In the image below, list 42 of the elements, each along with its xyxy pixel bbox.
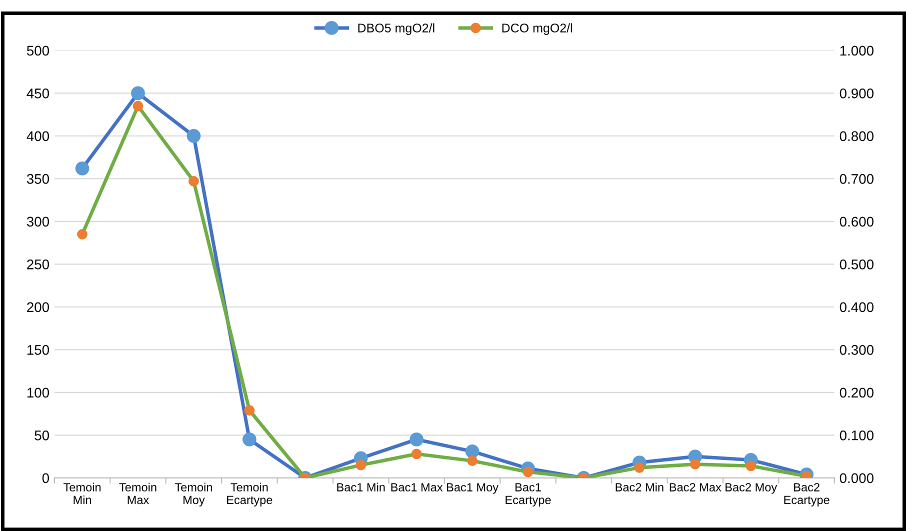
- x-tick-label: Bac2 Min: [616, 482, 664, 492]
- y2-tick-label: 0.500: [840, 260, 874, 270]
- y2-tick-label: 0.100: [840, 430, 874, 440]
- x-tick-label: Bac1 Ecartype: [506, 483, 551, 506]
- y-tick-label: 300: [26, 216, 50, 227]
- y-tick-label: 200: [27, 302, 50, 312]
- y-tick-label: 100: [27, 388, 50, 398]
- point: [465, 444, 480, 458]
- x-tick-label: Temoin Ecartype: [227, 482, 272, 506]
- x-tick-label: Bac2 Max: [670, 483, 722, 492]
- y2-tick-label: 0.600: [840, 216, 874, 227]
- point: [242, 432, 256, 446]
- point: [75, 161, 90, 176]
- x-tick-label: Bac1 Min: [337, 482, 385, 492]
- y2-tick-label: 0.300: [840, 345, 874, 355]
- x-tick-label: Temoin Min: [64, 482, 101, 504]
- y-tick-label: 350: [26, 174, 50, 184]
- y2-tick-label: 0.000: [840, 473, 874, 484]
- y-tick-label: 450: [26, 88, 50, 98]
- y2-tick-label: 0.400: [840, 302, 874, 312]
- y2-tick-label: 1.000: [840, 46, 874, 56]
- y-tick-label: 500: [26, 46, 50, 56]
- x-tick-label: Temoin Max: [119, 482, 156, 504]
- y2-tick-label: 0.900: [840, 88, 874, 98]
- y-tick-label: 0: [42, 473, 50, 484]
- y-tick-label: 50: [34, 430, 50, 440]
- x-tick-label: Bac2 Moy: [726, 483, 778, 494]
- y2-tick-label: 0.700: [840, 174, 874, 184]
- point: [410, 432, 424, 446]
- point: [131, 86, 145, 100]
- y2-tick-label: 0.800: [840, 131, 874, 142]
- legend-label: DBO5 mgO2/l: [358, 23, 434, 35]
- legend-label: DCO mgO2/l: [502, 23, 572, 35]
- y2-tick-label: 0.200: [840, 388, 874, 398]
- y-tick-label: 250: [27, 260, 50, 270]
- x-tick-label: Temoin Moy: [174, 482, 212, 506]
- point: [186, 128, 201, 143]
- y-tick-label: 400: [26, 131, 50, 142]
- x-tick-label: Bac2 Ecartype: [784, 483, 830, 506]
- y-tick-label: 150: [27, 345, 50, 355]
- x-tick-label: Bac1 Max: [391, 483, 443, 492]
- x-tick-label: Bac1 Moy: [447, 483, 499, 494]
